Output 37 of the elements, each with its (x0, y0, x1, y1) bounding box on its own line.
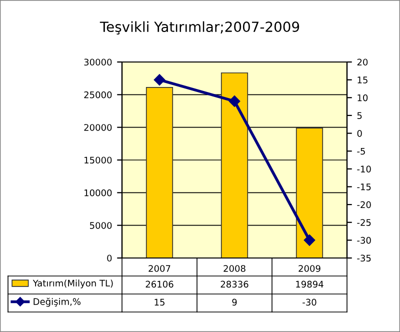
legend-label: Değişim,% (34, 298, 81, 307)
bar (220, 72, 248, 258)
x-tick-label: 2007 (148, 265, 170, 272)
data-label: 15 (154, 298, 164, 306)
bar (296, 128, 324, 258)
y2-tick-label: -15 (357, 184, 371, 190)
point (154, 74, 166, 86)
y-tick-label: 15000 (84, 156, 112, 164)
point (228, 96, 240, 107)
y-tick-label: 0 (107, 254, 112, 262)
y2-tick-label: 10 (358, 94, 368, 102)
y2-tick-label: -10 (357, 166, 371, 172)
x-tick-label: 2009 (298, 265, 320, 272)
y2-tick-label: 15 (358, 76, 368, 84)
y2-tick-label: 5 (357, 112, 362, 120)
data-label: 9 (232, 298, 237, 306)
point (304, 234, 316, 246)
y-tick-label: 20000 (84, 124, 112, 131)
data-label: 26106 (146, 280, 174, 288)
y-tick-label: 25000 (84, 91, 112, 98)
y-tick-label: 5000 (90, 222, 112, 229)
y2-tick-label: -30 (357, 236, 371, 244)
y2-tick-label: -5 (357, 148, 365, 155)
y-tick-label: 10000 (84, 189, 112, 196)
y2-tick-label: -25 (357, 219, 371, 226)
y2-tick-label: -20 (357, 201, 371, 208)
data-label: -30 (302, 298, 316, 306)
y2-tick-label: 0 (357, 130, 362, 137)
x-tick-label: 2008 (224, 265, 246, 272)
y2-tick-label: -35 (357, 254, 371, 262)
data-label: 28336 (220, 280, 248, 288)
data-label: 19894 (296, 280, 324, 288)
y2-tick-label: 20 (357, 58, 368, 66)
bar (146, 87, 174, 258)
chart-title: Teşvikli Yatırımlar;2007-2009 (100, 21, 300, 35)
legend-label: Yatırım(Milyon TL) (32, 280, 113, 288)
y-tick-label: 30000 (84, 58, 112, 66)
